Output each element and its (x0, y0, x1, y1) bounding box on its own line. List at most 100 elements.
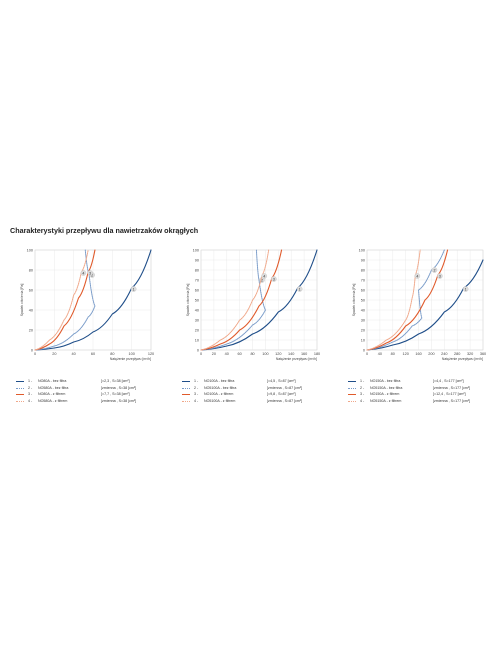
y-tick-label: 40 (195, 308, 199, 312)
legend-series-name: NO5150A - bez filtra (370, 385, 403, 390)
x-axis-label: Natężenie przepływu [m³/h] (442, 357, 483, 361)
legend: 1 - NO80A - bez filtra [=2,3 , S=38 [cm²] 2… (16, 378, 166, 404)
legend-index: 4 - (194, 398, 199, 403)
y-axis-label: Spadek ciśnienia [Pa] (186, 284, 190, 317)
y-tick-label: 90 (361, 258, 365, 262)
y-tick-label: 70 (195, 278, 199, 282)
series-line-2 (200, 249, 267, 351)
legend-item: 4 - NO580A - z filtrem [zmienna , S=38 [cm… (16, 398, 166, 405)
y-tick-label: 40 (29, 308, 33, 312)
series-marker-label-4: 4 (263, 274, 265, 278)
series-marker-label-2: 2 (433, 268, 435, 272)
x-tick-label: 100 (128, 352, 134, 356)
y-tick-label: 0 (31, 348, 33, 352)
y-tick-label: 60 (29, 288, 33, 292)
legend-swatch (348, 387, 356, 389)
legend-series-note: [=7,7 , S=38 [cm²] (101, 392, 130, 396)
series-marker-label-2: 2 (91, 273, 93, 277)
x-tick-label: 0 (34, 352, 36, 356)
chart-panel-2: 0 20 40 60 80 100 120 140 160 180 0 10 20 30 40 50 60 70 8… (174, 240, 334, 403)
legend-swatch (182, 400, 190, 402)
legend-item: 2 - NO580A - bez filtra [zmienna , S=38 [c… (16, 385, 166, 392)
series-marker-label-3: 3 (273, 277, 275, 281)
legend-series-name: NO5100A - z filtrem (204, 398, 236, 403)
x-tick-label: 40 (225, 352, 229, 356)
chart-panel-3: 0 40 80 120 160 200 240 280 320 360 0 10 20 30 40 50 60 7… (340, 240, 500, 403)
legend-series-name: NO80A - z filtrem (38, 392, 66, 396)
series-marker-label-3: 3 (439, 274, 441, 278)
y-axis-label: Spadek ciśnienia [Pa] (352, 284, 356, 317)
x-tick-label: 140 (288, 352, 294, 356)
x-tick-label: 320 (467, 352, 473, 356)
x-axis-label: Natężenie przepływu [m³/h] (276, 357, 317, 361)
legend-series-name: NO150A - bez filtra (370, 379, 401, 383)
x-tick-label: 60 (238, 352, 242, 356)
x-tick-label: 0 (366, 352, 368, 356)
x-tick-label: 80 (250, 352, 254, 356)
x-tick-label: 20 (52, 352, 56, 356)
legend-index: 1 - (194, 379, 199, 383)
legend-item: 3 - NO80A - z filtrem [=7,7 , S=38 [cm²] (16, 391, 166, 398)
legend-series-name: NO5100A - bez filtra (204, 385, 237, 390)
legend-series-name: NO100A - z filtrem (204, 392, 234, 396)
legend-index: 1 - (28, 379, 33, 383)
legend-swatch (348, 381, 356, 382)
legend-swatch (16, 381, 24, 382)
series-marker-1 (296, 286, 303, 292)
legend-series-note: [zmienna , S=38 [cm²] (101, 398, 137, 403)
chart-svg: 0 40 80 120 160 200 240 280 320 36001020304050607… (352, 248, 486, 361)
x-tick-label: 100 (262, 352, 268, 356)
legend-index: 3 - (194, 392, 199, 396)
legend-series-note: [=9,8 , S=87 [cm²] (267, 392, 296, 396)
legend-item: 4 - NO5150A - z filtrem [zmienna , S=177 [… (348, 398, 498, 405)
y-tick-label: 80 (361, 268, 365, 272)
series-marker-4 (414, 273, 421, 279)
y-tick-label: 100 (27, 248, 33, 252)
y-tick-label: 20 (29, 328, 33, 332)
x-tick-label: 60 (91, 352, 95, 356)
series-marker-label-2: 2 (261, 278, 263, 282)
legend-series-note: [zmienna , S=177 [cm²] (433, 385, 471, 390)
x-tick-label: 120 (148, 352, 154, 356)
legend-index: 3 - (28, 392, 33, 396)
y-tick-label: 90 (195, 258, 199, 262)
y-tick-label: 20 (361, 328, 365, 332)
y-tick-label: 40 (361, 308, 365, 312)
y-tick-label: 30 (195, 318, 199, 322)
series-marker-1 (462, 286, 469, 292)
series-marker-4 (80, 270, 87, 276)
series-marker-2 (431, 267, 438, 273)
legend-index: 2 - (360, 385, 365, 390)
x-tick-label: 80 (391, 352, 395, 356)
legend-index: 4 - (360, 398, 365, 403)
y-tick-label: 100 (193, 248, 199, 252)
x-tick-label: 200 (428, 352, 434, 356)
x-tick-label: 20 (212, 352, 216, 356)
x-tick-label: 120 (402, 352, 408, 356)
legend-swatch (16, 400, 24, 402)
x-tick-label: 180 (314, 352, 320, 356)
series-marker-label-1: 1 (133, 287, 135, 291)
legend-series-name: NO100A - bez filtra (204, 379, 235, 383)
y-tick-label: 60 (361, 288, 365, 292)
legend-index: 4 - (28, 398, 33, 403)
y-tick-label: 20 (195, 328, 199, 332)
legend-series-name: NO580A - bez filtra (38, 385, 69, 390)
x-tick-label: 240 (441, 352, 447, 356)
legend-swatch (182, 394, 190, 395)
legend-series-name: NO5150A - z filtrem (370, 398, 402, 403)
y-tick-label: 60 (195, 288, 199, 292)
y-tick-label: 0 (197, 348, 199, 352)
y-tick-label: 50 (195, 298, 199, 302)
chart-panel-1: 0 20 40 60 80 100 120 0 20 40 60 80 100 Natężenie prz… (8, 240, 168, 403)
legend-index: 1 - (360, 379, 365, 383)
legend-swatch (16, 394, 24, 395)
y-axis-label: Spadek ciśnienia [Pa] (20, 284, 24, 317)
series-marker-label-1: 1 (465, 287, 467, 291)
series-marker-3 (271, 276, 277, 282)
series-marker-label-4: 4 (416, 274, 418, 278)
x-tick-label: 280 (454, 352, 460, 356)
y-tick-label: 0 (363, 348, 365, 352)
legend: 1 - NO150A - bez filtra [=4,4 , S=177 [cm²… (348, 378, 498, 404)
